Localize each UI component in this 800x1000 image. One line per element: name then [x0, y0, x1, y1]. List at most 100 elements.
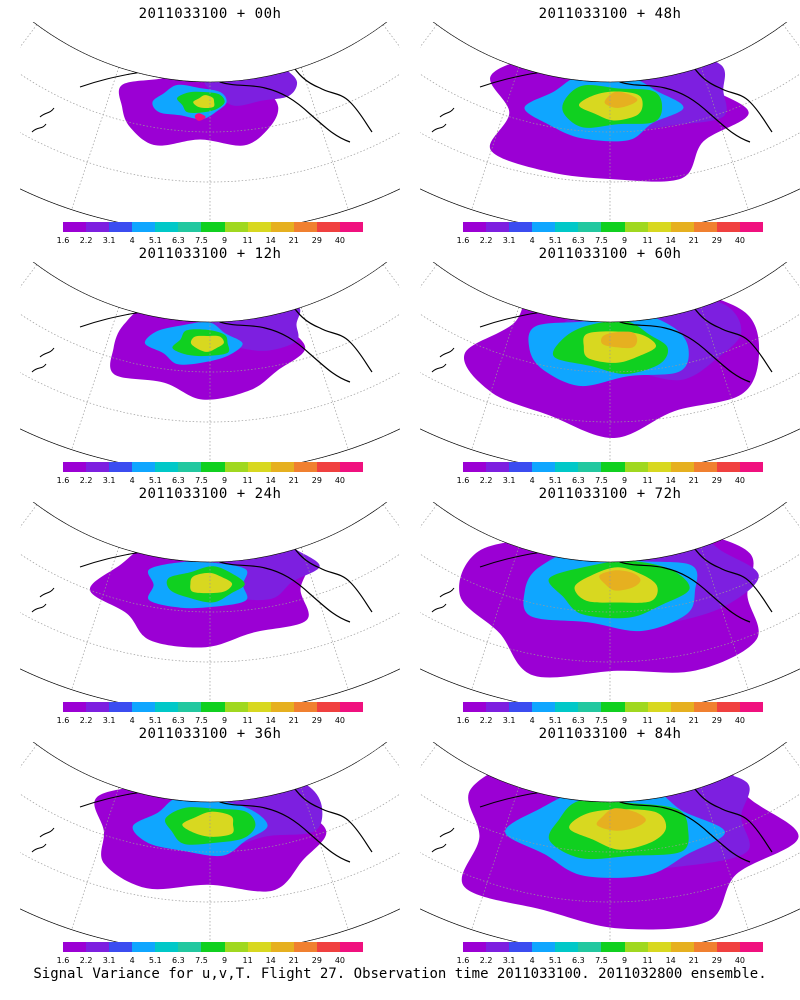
colorbar [63, 462, 364, 472]
colorbar-swatch [624, 702, 648, 712]
colorbar-tick-label: 11 [242, 476, 253, 485]
colorbar-swatch [155, 702, 179, 712]
colorbar-swatch [201, 462, 225, 472]
colorbar-swatch [532, 702, 556, 712]
colorbar-swatch [63, 222, 87, 232]
colorbar-swatch [178, 702, 202, 712]
colorbar-swatch [316, 942, 340, 952]
colorbar-labels: 1.6 2.2 3.1 4 5.1 6.3 7.5 9 11 14 21 29 40 [457, 476, 763, 486]
colorbar-tick-label: 2.2 [479, 236, 493, 245]
colorbar-tick-label: 5.1 [148, 956, 162, 965]
colorbar-swatch [693, 462, 717, 472]
colorbar-tick-label: 14 [265, 236, 276, 245]
colorbar-swatch [86, 222, 110, 232]
variance-peak [599, 570, 641, 591]
panel-title: 2011033100 + 36h [138, 726, 282, 742]
colorbar [463, 702, 764, 712]
colorbar-labels: 1.6 2.2 3.1 4 5.1 6.3 7.5 9 11 14 21 29 40 [457, 716, 763, 726]
colorbar-tick-label: 11 [242, 956, 253, 965]
colorbar-swatch [739, 222, 764, 232]
colorbar-swatch [624, 462, 648, 472]
colorbar-tick-label: 2.2 [79, 236, 93, 245]
colorbar-tick-label: 14 [665, 716, 676, 725]
colorbar-tick-label: 1.6 [456, 476, 470, 485]
colorbar-swatch [716, 702, 740, 712]
colorbar-swatch [716, 222, 740, 232]
forecast-panel: 2011033100 + 12h 1.6 2.2 3.1 4 5.1 6.3 7.5 9 11 14… [20, 240, 400, 485]
colorbar-tick-label: 3.1 [102, 716, 116, 725]
colorbar-swatch [601, 702, 625, 712]
colorbar-swatch [247, 702, 271, 712]
colorbar-tick-label: 1.6 [56, 716, 70, 725]
variance-core [193, 95, 215, 109]
colorbar-labels: 1.6 2.2 3.1 4 5.1 6.3 7.5 9 11 14 21 29 40 [57, 956, 363, 966]
colorbar-swatch [555, 942, 579, 952]
colorbar [63, 222, 364, 232]
colorbar-tick-label: 3.1 [502, 956, 516, 965]
colorbar-tick-label: 9 [221, 476, 228, 485]
colorbar-swatch [693, 222, 717, 232]
colorbar-tick-label: 21 [688, 956, 699, 965]
colorbar-tick-label: 40 [734, 956, 746, 965]
variance-map [420, 502, 800, 702]
colorbar-swatch [293, 702, 317, 712]
colorbar-swatch [624, 942, 648, 952]
colorbar-swatch [555, 462, 579, 472]
colorbar-swatch [670, 222, 694, 232]
colorbar-swatch [270, 462, 294, 472]
colorbar-swatch [247, 222, 271, 232]
variance-peak [194, 113, 206, 121]
colorbar-swatch [555, 702, 579, 712]
colorbar-swatch [86, 942, 110, 952]
colorbar-swatch [509, 702, 533, 712]
colorbar-labels: 1.6 2.2 3.1 4 5.1 6.3 7.5 9 11 14 21 29 40 [457, 236, 763, 246]
colorbar-swatch [109, 222, 133, 232]
colorbar-tick-label: 1.6 [56, 476, 70, 485]
panel-title: 2011033100 + 12h [138, 246, 282, 262]
colorbar-tick-label: 6.3 [172, 236, 185, 245]
colorbar-swatch [247, 462, 271, 472]
colorbar-swatch [132, 462, 156, 472]
colorbar-tick-label: 3.1 [502, 236, 516, 245]
colorbar-labels: 1.6 2.2 3.1 4 5.1 6.3 7.5 9 11 14 21 29 40 [457, 956, 763, 966]
colorbar-swatch [578, 222, 602, 232]
colorbar-tick-label: 9 [221, 236, 228, 245]
colorbar [463, 462, 764, 472]
colorbar-tick-label: 6.3 [172, 716, 185, 725]
colorbar-swatch [247, 942, 271, 952]
variance-map [420, 22, 800, 222]
colorbar-swatch [109, 702, 133, 712]
colorbar-swatch [486, 462, 510, 472]
colorbar-tick-label: 5.1 [548, 716, 562, 725]
forecast-panel: 2011033100 + 48h 1.6 2.2 3.1 4 5.1 6.3 7.5 9 11 14… [420, 0, 800, 245]
colorbar-swatch [647, 942, 671, 952]
colorbar-swatch [178, 942, 202, 952]
colorbar-tick-label: 6.3 [172, 476, 185, 485]
colorbar-tick-label: 4 [129, 476, 135, 485]
colorbar-tick-label: 2.2 [479, 716, 493, 725]
colorbar-tick-label: 9 [621, 716, 628, 725]
colorbar-tick-label: 5.1 [548, 956, 562, 965]
colorbar-swatch [601, 462, 625, 472]
panel-title: 2011033100 + 48h [538, 6, 682, 22]
variance-core [190, 572, 233, 594]
colorbar [63, 942, 364, 952]
colorbar-labels: 1.6 2.2 3.1 4 5.1 6.3 7.5 9 11 14 21 29 40 [57, 716, 363, 726]
colorbar-tick-label: 7.5 [195, 716, 208, 725]
colorbar-tick-label: 40 [334, 476, 346, 485]
colorbar-tick-label: 40 [734, 476, 746, 485]
colorbar-tick-label: 9 [221, 956, 228, 965]
colorbar-swatch [739, 942, 764, 952]
forecast-panel: 2011033100 + 84h 1.6 2.2 3.1 4 5.1 6.3 7.5 9 11 14… [420, 720, 800, 965]
colorbar-tick-label: 11 [642, 716, 653, 725]
colorbar-tick-label: 5.1 [548, 236, 562, 245]
panel-title: 2011033100 + 60h [538, 246, 682, 262]
colorbar-swatch [463, 942, 487, 952]
variance-map [20, 742, 400, 942]
colorbar-tick-label: 21 [688, 716, 699, 725]
variance-map [20, 502, 400, 702]
colorbar-tick-label: 29 [311, 716, 322, 725]
colorbar-tick-label: 14 [265, 956, 276, 965]
colorbar-tick-label: 14 [265, 716, 276, 725]
colorbar-swatch [63, 462, 87, 472]
